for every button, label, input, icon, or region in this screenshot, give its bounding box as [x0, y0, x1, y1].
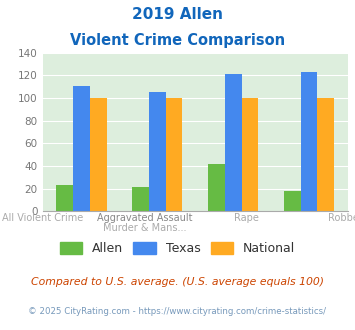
- Text: Murder & Mans...: Murder & Mans...: [103, 223, 186, 233]
- Bar: [90, 98, 106, 211]
- Bar: [73, 85, 90, 211]
- Bar: [56, 185, 73, 211]
- Bar: [317, 98, 334, 211]
- Text: Violent Crime Comparison: Violent Crime Comparison: [70, 33, 285, 48]
- Bar: [132, 187, 149, 211]
- Bar: [284, 191, 301, 211]
- Text: All Violent Crime: All Violent Crime: [2, 213, 83, 223]
- Text: Compared to U.S. average. (U.S. average equals 100): Compared to U.S. average. (U.S. average …: [31, 277, 324, 287]
- Bar: [149, 92, 166, 211]
- Text: 2019 Allen: 2019 Allen: [132, 7, 223, 21]
- Bar: [241, 98, 258, 211]
- Bar: [225, 74, 241, 211]
- Bar: [208, 164, 225, 211]
- Text: Rape: Rape: [234, 213, 258, 223]
- Bar: [301, 72, 317, 211]
- Text: © 2025 CityRating.com - https://www.cityrating.com/crime-statistics/: © 2025 CityRating.com - https://www.city…: [28, 307, 327, 316]
- Legend: Allen, Texas, National: Allen, Texas, National: [55, 237, 300, 260]
- Text: Aggravated Assault: Aggravated Assault: [97, 213, 192, 223]
- Text: Robbery: Robbery: [328, 213, 355, 223]
- Bar: [166, 98, 182, 211]
